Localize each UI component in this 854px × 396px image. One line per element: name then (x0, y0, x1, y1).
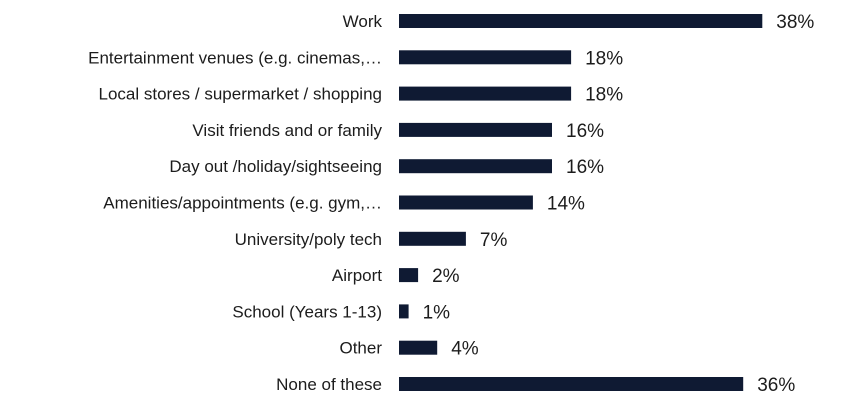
bar (399, 159, 552, 174)
category-label: Airport (332, 266, 382, 285)
value-label: 38% (776, 12, 814, 33)
bar (399, 377, 744, 391)
category-label: Other (339, 339, 382, 358)
bar (399, 231, 466, 246)
value-labels: 38% 18% 18% 16% 16% 14% 7% 2% 1%4% 36% (423, 12, 815, 396)
value-label: 18% (585, 48, 623, 69)
bar (399, 304, 409, 319)
category-label: University/poly tech (235, 230, 382, 249)
category-label: Amenities/appointments (e.g. gym,… (103, 194, 382, 213)
category-labels: Work Entertainment venues (e.g. cinemas,…… (88, 12, 382, 394)
category-label: School (Years 1-13) (232, 302, 382, 321)
bar (399, 195, 533, 210)
value-label: 2% (432, 266, 460, 287)
bar (399, 268, 419, 283)
bar (399, 50, 572, 65)
bar (399, 122, 552, 137)
category-label: Day out /holiday/sightseeing (169, 157, 382, 176)
category-label: None of these (276, 375, 382, 394)
bars (399, 14, 763, 391)
bar (399, 14, 763, 28)
value-label: 7% (480, 230, 508, 251)
value-label: 4% (451, 339, 479, 360)
value-label: 14% (547, 194, 585, 215)
category-label: Work (343, 12, 383, 31)
value-label: 16% (566, 157, 604, 178)
value-label: 1% (423, 302, 451, 323)
category-label: Entertainment venues (e.g. cinemas,… (88, 48, 382, 67)
value-label: 36% (757, 375, 795, 396)
value-label: 16% (566, 121, 604, 142)
value-label: 18% (585, 85, 623, 106)
category-label: Visit friends and or family (192, 121, 382, 140)
category-label: Local stores / supermarket / shopping (99, 85, 382, 104)
bar (399, 340, 438, 355)
bar (399, 86, 572, 101)
